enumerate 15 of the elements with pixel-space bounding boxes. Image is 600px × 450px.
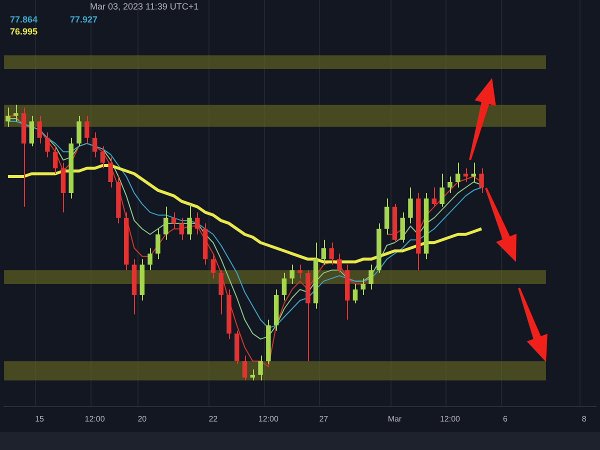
x-tick-label: 27 bbox=[319, 414, 329, 424]
text: 76.995 bbox=[10, 26, 38, 36]
x-tick-label: 12:00 bbox=[84, 414, 106, 424]
x-tick-label: 12:00 bbox=[440, 414, 461, 424]
x-tick-label: 20 bbox=[138, 414, 148, 424]
x-tick-label: 15 bbox=[35, 414, 45, 424]
x-tick-label: 12:00 bbox=[258, 414, 279, 424]
x-tick-label: Mar bbox=[388, 414, 402, 424]
text: Mar 03, 2023 11:39 UTC+1 bbox=[90, 1, 199, 12]
text: 77.864 bbox=[10, 14, 38, 24]
x-tick-label: 8 bbox=[582, 414, 587, 424]
text: 77.927 bbox=[70, 14, 98, 24]
x-tick-label: 6 bbox=[502, 414, 508, 424]
candlestick bbox=[298, 264, 302, 279]
x-tick-label: 22 bbox=[208, 414, 218, 424]
